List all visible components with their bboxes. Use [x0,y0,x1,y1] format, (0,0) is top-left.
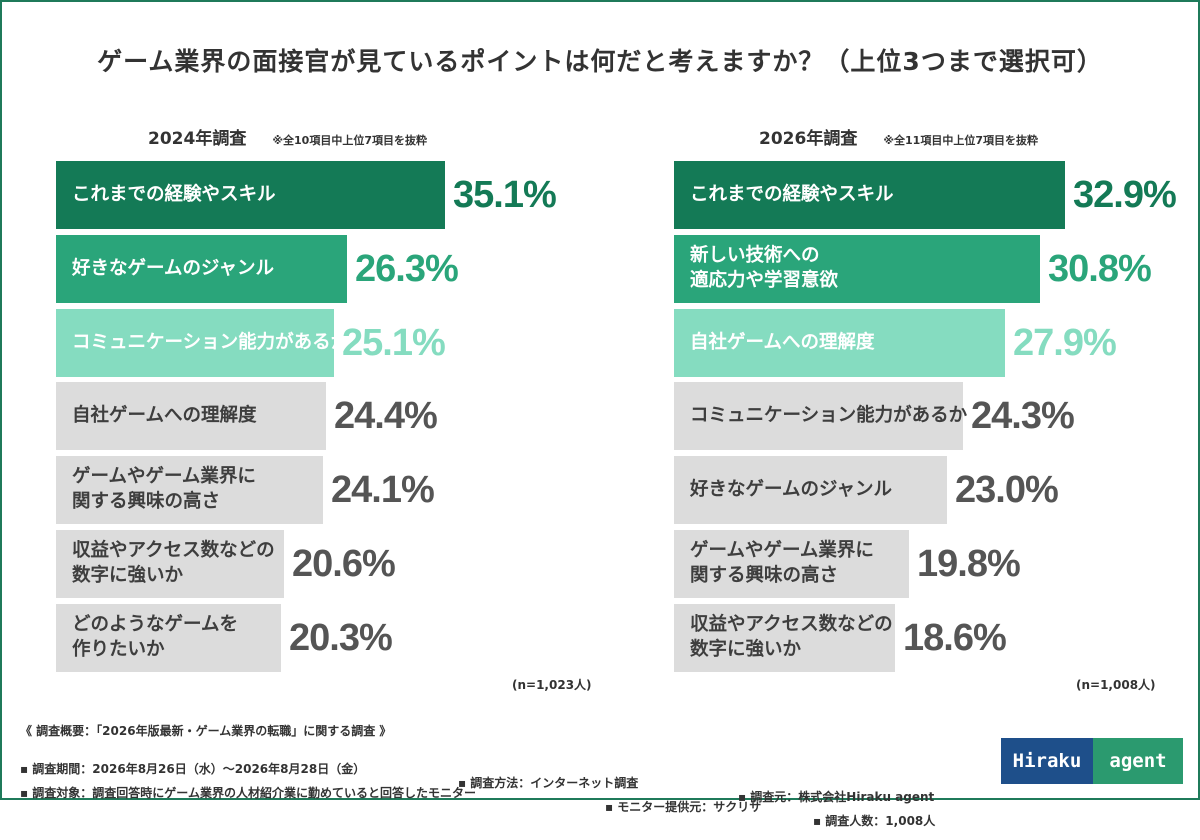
bar-2026-3: 自社ゲームへの理解度 [674,309,1005,377]
bar-2024-2: 好きなゲームのジャンル [56,235,347,303]
value-label-2024-5: 24.1% [331,468,435,511]
bar-2026-4: コミュニケーション能力があるか [674,382,967,450]
survey-method: ▪ 調査方法：インターネット調査 [458,776,639,790]
value-label-2026-2: 30.8% [1048,247,1152,290]
bar-2024-1: これまでの経験やスキル [56,161,445,229]
value-label-2026-1: 32.9% [1073,173,1177,216]
value-label-2026-5: 23.0% [955,468,1059,511]
bar-2024-5: ゲームやゲーム業界に 関する興味の高さ [56,456,323,524]
value-label-2024-6: 20.6% [292,542,396,585]
value-label-2024-4: 24.4% [334,394,438,437]
panel-2026-title: 2026年調査 [759,129,858,149]
survey-provider: ▪ モニター提供元：サクリサ [605,800,762,814]
survey-footer: 《 調査概要：「2026年版最新・ゲーム業界の転職」に関する調査 》 ▪ 調査期… [20,722,935,828]
bar-2024-7: どのようなゲームを 作りたいか [56,604,281,672]
value-label-2024-1: 35.1% [453,173,557,216]
hiraku-agent-logo: Hiraku agent [1001,738,1183,784]
value-label-2026-7: 18.6% [903,616,1007,659]
bar-2026-7: 収益やアクセス数などの 数字に強いか [674,604,895,672]
survey-period: ▪ 調査期間：2026年8月26日（水）〜2026年8月28日（金） [20,762,366,776]
panel-2024-header: 2024年調査 ※全10項目中上位7項目を抜粋 [148,124,427,149]
page-frame [0,0,1200,800]
logo-left: Hiraku [1001,738,1093,784]
bar-2026-5: 好きなゲームのジャンル [674,456,947,524]
bar-2026-6: ゲームやゲーム業界に 関する興味の高さ [674,530,909,598]
chart-title: ゲーム業界の面接官が見ているポイントは何だと考えますか？（上位3つまで選択可） [97,47,1103,76]
bar-2024-6: 収益やアクセス数などの 数字に強いか [56,530,284,598]
panel-2024-title: 2024年調査 [148,129,247,149]
survey-target: ▪ 調査対象：調査回答時にゲーム業界の人材紹介業に勤めていると回答したモニター [20,786,476,800]
panel-2024-note: ※全10項目中上位7項目を抜粋 [272,134,427,147]
survey-overview: 《 調査概要：「2026年版最新・ゲーム業界の転職」に関する調査 》 [20,724,392,738]
value-label-2024-7: 20.3% [289,616,393,659]
value-label-2026-3: 27.9% [1013,321,1117,364]
panel-2026-sample: (n=1,008人) [1076,678,1156,692]
value-label-2024-2: 26.3% [355,247,459,290]
logo-right: agent [1093,738,1183,784]
value-label-2026-4: 24.3% [971,394,1075,437]
bar-2024-3: コミュニケーション能力があるか [56,309,349,377]
survey-line-1: ▪ 調査期間：2026年8月26日（水）〜2026年8月28日（金） ▪ 調査方… [20,746,934,804]
panel-2024-sample: (n=1,023人) [512,678,592,692]
panel-2026-header: 2026年調査 ※全11項目中上位7項目を抜粋 [759,124,1038,149]
survey-line-2: ▪ 調査対象：調査回答時にゲーム業界の人材紹介業に勤めていると回答したモニター … [20,770,935,828]
bar-2026-2: 新しい技術への 適応力や学習意欲 [674,235,1040,303]
value-label-2026-6: 19.8% [917,542,1021,585]
survey-count: ▪ 調査人数：1,008人 [813,814,936,828]
survey-organizer: ▪ 調査元：株式会社Hiraku agent [738,790,935,804]
bar-2026-1: これまでの経験やスキル [674,161,1065,229]
bar-2024-4: 自社ゲームへの理解度 [56,382,326,450]
panel-2026-note: ※全11項目中上位7項目を抜粋 [883,134,1038,147]
value-label-2024-3: 25.1% [342,321,446,364]
